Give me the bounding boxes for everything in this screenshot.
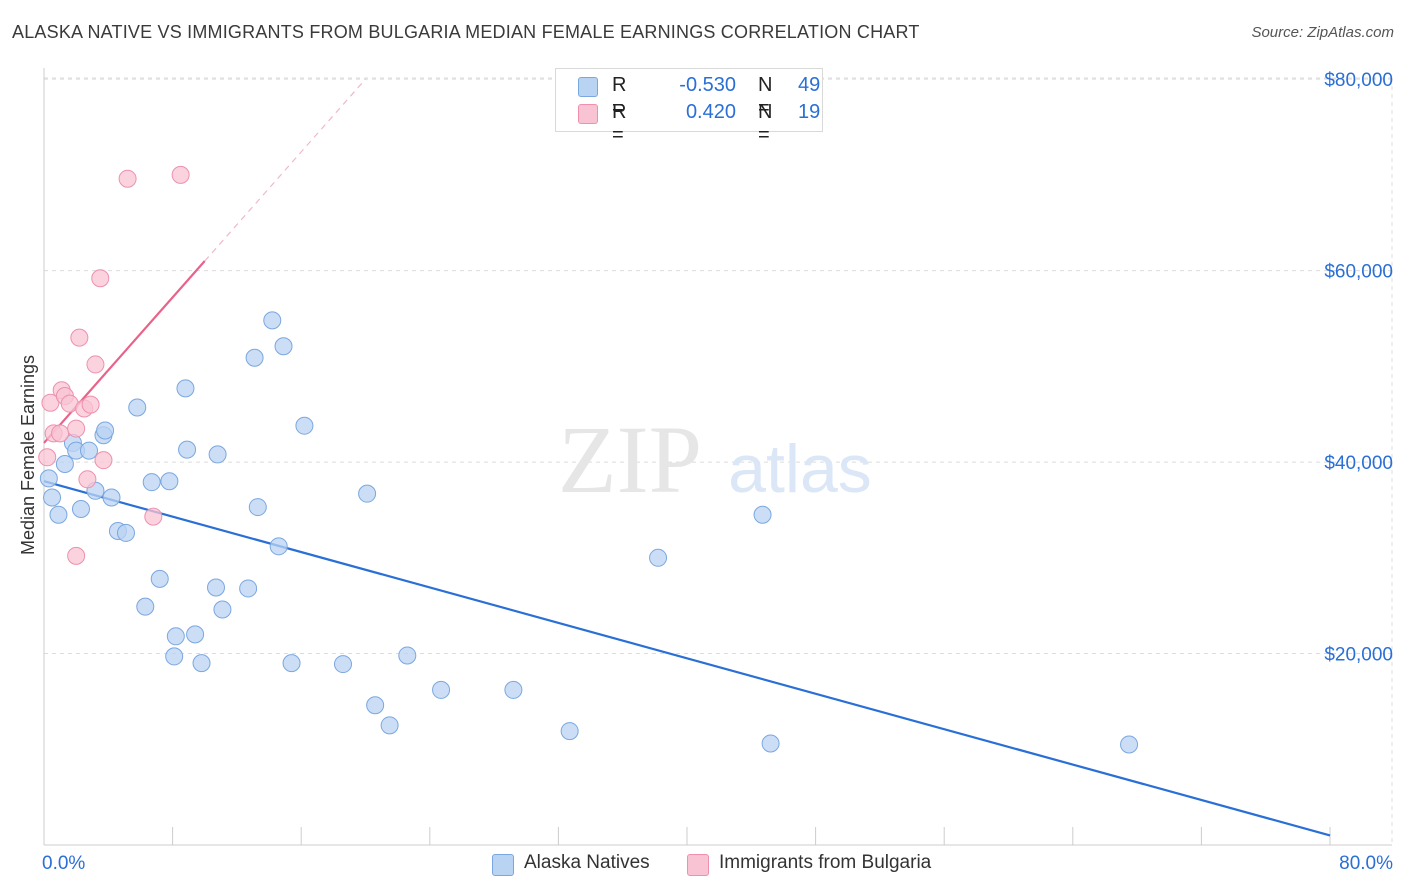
data-point-alaska-natives <box>333 655 352 674</box>
data-point-immigrants-bulgaria <box>94 451 113 470</box>
data-point-alaska-natives <box>358 484 377 503</box>
bottom-legend-label: Alaska Natives <box>524 852 650 873</box>
series-alaska-natives <box>39 311 1139 754</box>
data-point-alaska-natives <box>274 337 293 356</box>
data-point-alaska-natives <box>398 646 417 665</box>
data-point-alaska-natives <box>380 716 399 735</box>
data-point-immigrants-bulgaria <box>38 448 57 467</box>
series-immigrants-bulgaria <box>38 165 190 565</box>
legend-n-value: 19 <box>798 101 821 123</box>
trend-line-alaska-natives <box>43 480 1331 837</box>
data-point-alaska-natives <box>55 454 74 473</box>
data-point-alaska-natives <box>432 680 451 699</box>
legend-n-label: N = <box>758 101 773 146</box>
data-point-alaska-natives <box>142 473 161 492</box>
data-point-alaska-natives <box>136 597 155 616</box>
data-point-alaska-natives <box>102 488 121 507</box>
y-tick-label: $20,000 <box>1324 645 1393 666</box>
data-point-immigrants-bulgaria <box>51 424 70 443</box>
legend-swatch-blue <box>578 77 598 97</box>
legend-swatch-pink <box>578 104 598 124</box>
bottom-legend-swatch-pink <box>687 854 709 876</box>
data-point-immigrants-bulgaria <box>144 507 163 526</box>
trend-line-immigrants-bulgaria <box>43 260 206 444</box>
data-point-alaska-natives <box>560 722 579 741</box>
data-point-immigrants-bulgaria <box>67 419 86 438</box>
chart-title: ALASKA NATIVE VS IMMIGRANTS FROM BULGARI… <box>12 22 920 42</box>
legend-n-value: 49 <box>798 74 821 96</box>
data-point-alaska-natives <box>39 469 58 488</box>
data-point-alaska-natives <box>1120 735 1139 754</box>
data-point-immigrants-bulgaria <box>91 269 110 288</box>
data-point-alaska-natives <box>186 625 205 644</box>
data-point-alaska-natives <box>213 600 232 619</box>
data-point-alaska-natives <box>192 654 211 673</box>
data-point-alaska-natives <box>160 472 179 491</box>
data-point-alaska-natives <box>176 379 195 398</box>
data-point-alaska-natives <box>761 734 780 753</box>
data-point-immigrants-bulgaria <box>78 470 97 489</box>
data-point-alaska-natives <box>166 627 185 646</box>
y-tick-label: $80,000 <box>1324 70 1393 91</box>
legend-n-label: N = <box>758 74 773 119</box>
data-point-alaska-natives <box>178 440 197 459</box>
watermark-zip: ZIP <box>558 406 702 513</box>
data-point-alaska-natives <box>245 348 264 367</box>
data-point-immigrants-bulgaria <box>171 165 190 184</box>
data-point-alaska-natives <box>150 569 169 588</box>
data-point-alaska-natives <box>80 441 99 460</box>
data-point-alaska-natives <box>207 578 226 597</box>
data-point-immigrants-bulgaria <box>118 169 137 188</box>
legend-r-label: R = <box>612 101 627 146</box>
data-point-alaska-natives <box>208 445 227 464</box>
data-point-alaska-natives <box>263 311 282 330</box>
data-point-immigrants-bulgaria <box>67 546 86 565</box>
bottom-legend-swatch-blue <box>492 854 514 876</box>
y-tick-label: $40,000 <box>1324 453 1393 474</box>
data-point-alaska-natives <box>116 523 135 542</box>
data-point-alaska-natives <box>43 488 62 507</box>
data-point-alaska-natives <box>239 579 258 598</box>
trend-line-extension <box>204 78 366 262</box>
bottom-legend-label: Immigrants from Bulgaria <box>719 852 932 873</box>
legend-r-value: 0.420 <box>685 101 736 123</box>
x-tick-label: 80.0% <box>1339 853 1393 874</box>
data-point-immigrants-bulgaria <box>86 355 105 374</box>
data-point-alaska-natives <box>649 548 668 567</box>
stats-legend: R = -0.530 N = 49 R = 0.420 N = 19 <box>555 68 823 146</box>
axis-labels: $20,000 $40,000 $60,000 $80,000 0.0% 80.0% Med… <box>18 70 1393 874</box>
data-point-alaska-natives <box>165 647 184 666</box>
data-point-alaska-natives <box>49 505 68 524</box>
data-point-alaska-natives <box>753 505 772 524</box>
data-point-alaska-natives <box>504 680 523 699</box>
y-tick-label: $60,000 <box>1324 262 1393 283</box>
data-point-immigrants-bulgaria <box>70 328 89 347</box>
data-point-alaska-natives <box>71 499 90 518</box>
data-point-alaska-natives <box>282 654 301 673</box>
data-point-alaska-natives <box>295 416 314 435</box>
data-point-alaska-natives <box>128 398 147 417</box>
source-label: Source: ZipAtlas.com <box>1251 24 1394 41</box>
legend-r-value: -0.530 <box>679 74 736 96</box>
watermark-atlas: atlas <box>728 431 872 507</box>
data-point-alaska-natives <box>96 421 115 440</box>
x-tick-label: 0.0% <box>42 853 85 874</box>
y-axis-title: Median Female Earnings <box>18 355 38 555</box>
data-point-alaska-natives <box>366 696 385 715</box>
data-point-alaska-natives <box>269 537 288 556</box>
data-point-alaska-natives <box>248 498 267 517</box>
data-point-immigrants-bulgaria <box>81 395 100 414</box>
legend-r-label: R = <box>612 74 627 119</box>
axes <box>43 68 1392 846</box>
gridlines <box>44 77 1393 845</box>
